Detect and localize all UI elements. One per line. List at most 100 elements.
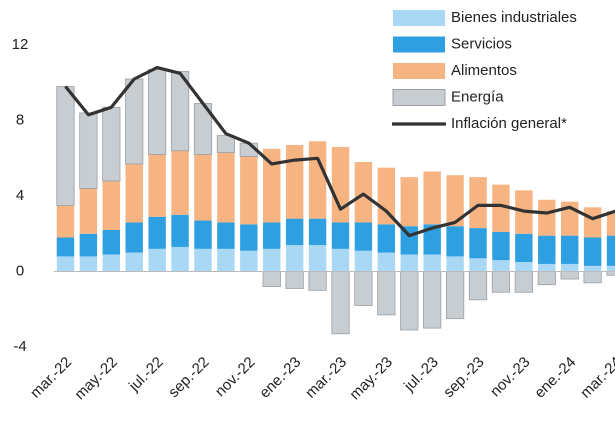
bar-segment (515, 262, 533, 272)
bar-segment (377, 271, 396, 316)
bar-segment (492, 260, 510, 272)
bar-segment (240, 156, 258, 225)
bar-segment (583, 207, 602, 238)
bar-segment (240, 250, 258, 272)
x-tick-label: sep.-23 (440, 354, 487, 401)
bar-segment (538, 235, 556, 264)
bar-segment (538, 263, 556, 272)
bar-segment (491, 271, 511, 293)
bar-segment (285, 145, 304, 219)
bar-segment (606, 235, 615, 266)
bar-segment (194, 220, 212, 249)
y-tick-label: 0 (16, 262, 24, 279)
bar-segment (125, 163, 143, 223)
bar-segment (79, 256, 98, 272)
bar-segment (400, 271, 419, 331)
bar-segment (468, 271, 488, 301)
bar-segment (148, 248, 166, 272)
bar-segment (308, 271, 327, 291)
bar-segment (171, 246, 189, 272)
x-tick-label: mar.-24 (577, 354, 615, 402)
bar-segment (216, 135, 236, 153)
bar-segment (148, 154, 166, 217)
bar-segment (446, 226, 464, 257)
bar-segment (285, 271, 304, 289)
bar-segment (354, 271, 373, 306)
bar-segment (56, 86, 75, 206)
legend-swatch (393, 10, 445, 26)
x-tick-label: may.-22 (71, 354, 121, 404)
bar-segment (606, 271, 615, 276)
line-series (64, 66, 615, 238)
bar-segment (125, 78, 144, 165)
bar-segment (377, 167, 396, 225)
x-tick-label: nov.-22 (212, 354, 259, 401)
legend-label: Inflación general* (451, 115, 567, 132)
bar-segment (560, 271, 579, 280)
bar-segment (263, 248, 281, 272)
bar-segment (56, 205, 75, 238)
bar-segment (331, 146, 350, 223)
bar-segment (285, 218, 304, 246)
bar-segment (377, 252, 396, 272)
y-tick-label: 12 (12, 36, 29, 53)
bar-segment (125, 252, 143, 272)
bar-segment (148, 216, 166, 249)
bar-segment (102, 106, 121, 182)
legend-label: Energía (451, 88, 504, 105)
bar-segment (469, 258, 487, 272)
bar-segment (79, 233, 98, 257)
bar-segment (308, 141, 327, 219)
bar-segment (492, 184, 510, 232)
bar-segment (102, 254, 121, 272)
bar-segment (217, 152, 235, 223)
bar-segment (148, 69, 167, 155)
bar-segment (400, 177, 418, 227)
bar-segment (423, 171, 441, 225)
bar-segment (331, 271, 350, 335)
bar-segment (240, 224, 258, 251)
bar-segment (102, 180, 121, 230)
x-tick-label: ene.-23 (256, 354, 304, 402)
bar-segment (538, 199, 556, 236)
bar-segment (56, 237, 75, 257)
bar-segment (514, 271, 533, 293)
bar-segment (263, 222, 281, 249)
legend-label: Servicios (451, 35, 512, 52)
bar-segment (331, 248, 350, 272)
y-tick-label: 8 (16, 111, 24, 128)
bar-segment (217, 248, 235, 272)
bar-segment (194, 154, 212, 221)
bar-segment (56, 256, 75, 272)
bar-segment (354, 162, 373, 223)
bar-segment (560, 235, 579, 264)
x-tick-label: mar.-23 (302, 354, 350, 402)
bar-segment (262, 271, 281, 288)
bar-segment (446, 175, 464, 227)
bar-segment (583, 237, 602, 266)
bar-segment (469, 177, 487, 229)
bar-segment (583, 271, 602, 284)
bar-segment (537, 271, 556, 286)
legend-swatch (392, 89, 446, 106)
bar-segment (171, 214, 189, 247)
x-tick-label: jul.-23 (400, 354, 442, 396)
bar-segment (469, 228, 487, 259)
bar-segment (354, 250, 373, 272)
bar-segment (194, 248, 212, 272)
bar-segment (583, 265, 602, 272)
bar-segment (445, 271, 465, 320)
y-tick-label: 4 (16, 187, 24, 204)
bar-segment (125, 222, 143, 253)
bar-segment (446, 256, 464, 272)
x-tick-label: jul.-22 (125, 354, 167, 396)
legend-label: Alimentos (451, 62, 517, 79)
bar-segment (79, 112, 98, 189)
y-tick-label: -4 (13, 338, 26, 355)
bar-segment (492, 231, 510, 261)
x-tick-label: sep.-22 (165, 354, 212, 401)
bar-segment (606, 265, 615, 272)
x-tick-label: mar.-22 (27, 354, 75, 402)
legend-swatch (393, 36, 445, 53)
